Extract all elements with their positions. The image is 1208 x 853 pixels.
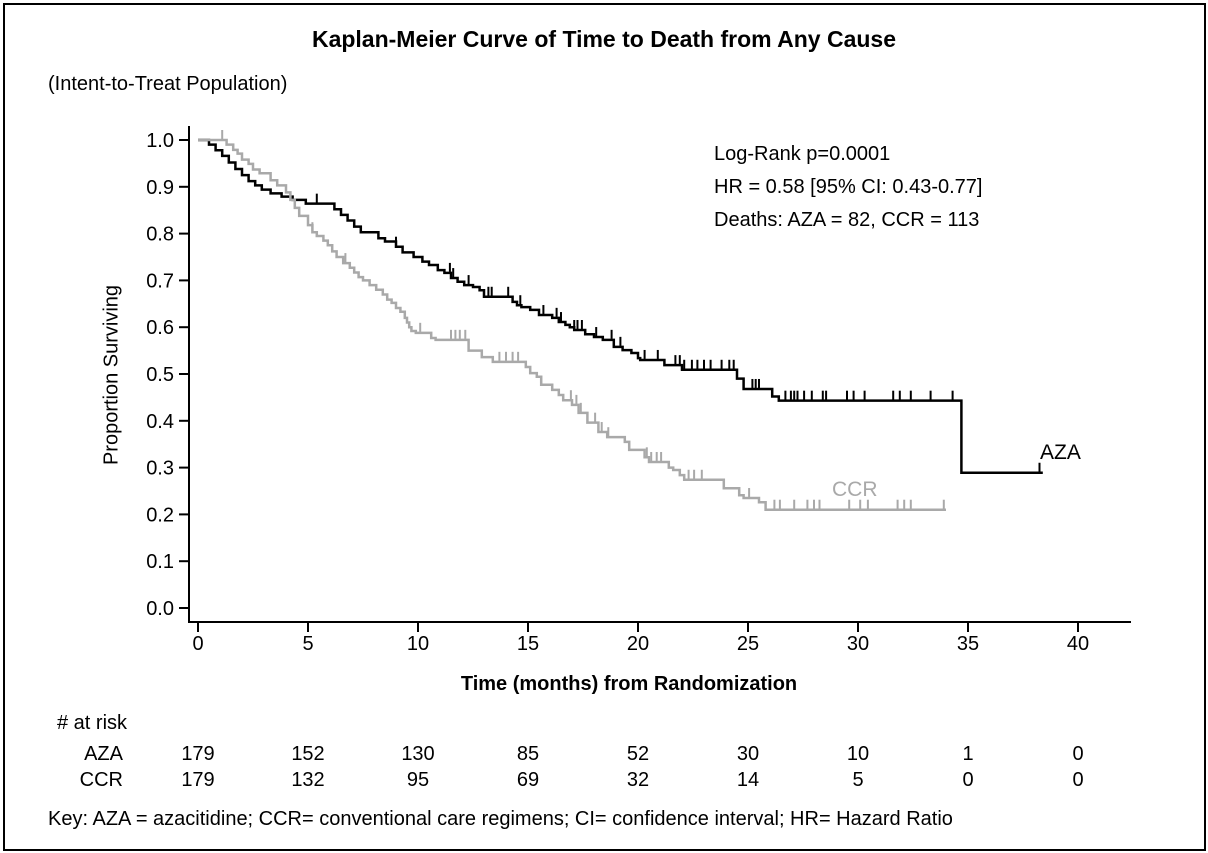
x-tick-label: 0 (192, 633, 203, 655)
y-tick-label: 0.1 (146, 551, 174, 573)
annotation-deaths: Deaths: AZA = 82, CCR = 113 (714, 209, 980, 231)
at-risk-count: 1 (962, 743, 973, 765)
y-tick-label: 0.0 (146, 598, 174, 620)
at-risk-count: 52 (627, 743, 649, 765)
annotation-hazard-ratio: HR = 0.58 [95% CI: 0.43-0.77] (714, 176, 983, 198)
at-risk-count: 0 (962, 769, 973, 791)
x-tick-label: 5 (302, 633, 313, 655)
at-risk-count: 130 (401, 743, 434, 765)
annotation-logrank: Log-Rank p=0.0001 (714, 143, 891, 165)
at-risk-count: 69 (517, 769, 539, 791)
key-note: Key: AZA = azacitidine; CCR= conventiona… (48, 808, 953, 830)
x-axis-label: Time (months) from Randomization (460, 673, 798, 695)
at-risk-count: 5 (852, 769, 863, 791)
at-risk-count: 179 (181, 769, 214, 791)
at-risk-count: 152 (291, 743, 324, 765)
y-tick-label: 0.3 (146, 458, 174, 480)
at-risk-count: 14 (737, 769, 759, 791)
chart-title: Kaplan-Meier Curve of Time to Death from… (311, 26, 897, 52)
at-risk-row-label: CCR (80, 769, 123, 791)
x-tick-label: 35 (957, 633, 979, 655)
y-tick-label: 1.0 (146, 130, 174, 152)
at-risk-count: 30 (737, 743, 759, 765)
y-axis-label: Proportion Surviving (100, 284, 123, 466)
y-tick-label: 0.5 (146, 364, 174, 386)
at-risk-row-label: AZA (84, 743, 124, 765)
x-tick-label: 30 (847, 633, 869, 655)
at-risk-count: 32 (627, 769, 649, 791)
at-risk-count: 0 (1072, 769, 1083, 791)
ccr-survival-curve (198, 138, 946, 511)
ccr-curve-label: CCR (832, 478, 878, 501)
x-tick-label: 20 (627, 633, 649, 655)
x-tick-label: 25 (737, 633, 759, 655)
y-tick-label: 0.7 (146, 270, 174, 292)
x-tick-label: 40 (1067, 633, 1089, 655)
y-tick-label: 0.2 (146, 504, 174, 526)
at-risk-count: 132 (291, 769, 324, 791)
at-risk-header: # at risk (57, 712, 128, 734)
at-risk-count: 95 (407, 769, 429, 791)
y-tick-label: 0.8 (146, 224, 174, 246)
x-tick-label: 10 (407, 633, 429, 655)
y-tick-label: 0.4 (146, 411, 174, 433)
aza-survival-curve (198, 138, 1043, 474)
aza-curve-label: AZA (1040, 441, 1081, 464)
at-risk-count: 10 (847, 743, 869, 765)
chart-subtitle: (Intent-to-Treat Population) (48, 73, 288, 95)
x-tick-label: 15 (517, 633, 539, 655)
at-risk-count: 0 (1072, 743, 1083, 765)
at-risk-count: 179 (181, 743, 214, 765)
y-tick-label: 0.6 (146, 317, 174, 339)
at-risk-count: 85 (517, 743, 539, 765)
y-tick-label: 0.9 (146, 177, 174, 199)
